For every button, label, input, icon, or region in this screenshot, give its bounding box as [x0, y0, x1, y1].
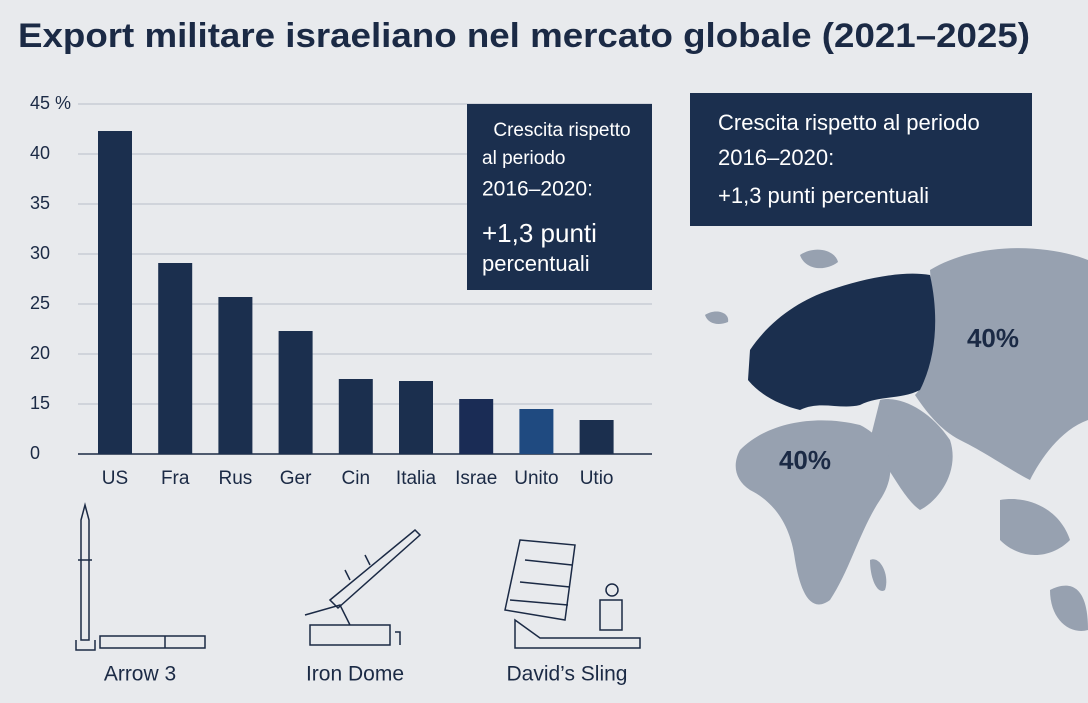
system-label: Iron Dome	[306, 663, 404, 686]
bar	[338, 379, 373, 454]
system-label: David’s Sling	[506, 663, 627, 686]
bar	[399, 381, 433, 454]
annotation-text: Crescita rispetto	[493, 120, 630, 141]
annotation-text: percentuali	[482, 251, 590, 276]
bar	[278, 331, 313, 454]
annotation-text: 2016–2020:	[718, 145, 834, 170]
bar	[579, 420, 614, 454]
map-label: 40%	[779, 445, 831, 475]
annotation-text: Crescita rispetto al periodo	[718, 110, 980, 135]
bar	[459, 399, 494, 454]
bar	[158, 263, 193, 454]
x-tick-label: Israe	[455, 468, 497, 489]
x-tick-label: Fra	[161, 468, 190, 489]
bar	[98, 131, 132, 454]
annotation-box: Crescita rispetto al periodo 2016–2020: …	[690, 93, 1032, 226]
system-icons	[75, 502, 641, 651]
x-tick-label: Italia	[396, 468, 437, 489]
x-tick-label: Unito	[514, 468, 558, 489]
annotation-box: Crescita rispetto al periodo 2016–2020: …	[467, 104, 652, 290]
bar	[218, 297, 253, 454]
system-label: Arrow 3	[104, 663, 176, 686]
world-map	[705, 248, 1088, 631]
y-tick-label: 15	[30, 393, 50, 413]
annotation-text: 2016–2020:	[482, 178, 593, 201]
y-tick-label: 45 %	[30, 93, 71, 113]
annotation-text: +1,3 punti percentuali	[718, 183, 929, 208]
map-label: 40%	[967, 323, 1019, 353]
x-tick-label: US	[102, 468, 128, 489]
annotation-text: al periodo	[482, 148, 565, 169]
x-tick-label: Rus	[219, 468, 253, 489]
y-tick-label: 40	[30, 143, 50, 163]
annotation-text: +1,3 punti	[482, 218, 597, 248]
y-tick-label: 25	[30, 293, 50, 313]
chart-title: Export militare israeliano nel mercato g…	[18, 17, 1030, 55]
y-tick-label: 0	[30, 443, 40, 463]
y-tick-label: 35	[30, 193, 50, 213]
europe-highlight	[748, 273, 936, 410]
x-tick-label: Cin	[342, 468, 371, 489]
x-tick-label: Ger	[280, 468, 312, 489]
y-tick-label: 30	[30, 243, 50, 263]
x-tick-label: Utio	[580, 468, 614, 489]
y-tick-label: 20	[30, 343, 50, 363]
bar	[519, 409, 554, 454]
